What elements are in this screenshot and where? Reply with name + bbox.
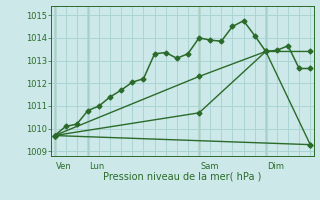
Text: Dim: Dim	[267, 162, 284, 171]
Text: Lun: Lun	[89, 162, 104, 171]
Text: Sam: Sam	[200, 162, 219, 171]
X-axis label: Pression niveau de la mer( hPa ): Pression niveau de la mer( hPa )	[103, 172, 261, 182]
Text: Ven: Ven	[56, 162, 71, 171]
